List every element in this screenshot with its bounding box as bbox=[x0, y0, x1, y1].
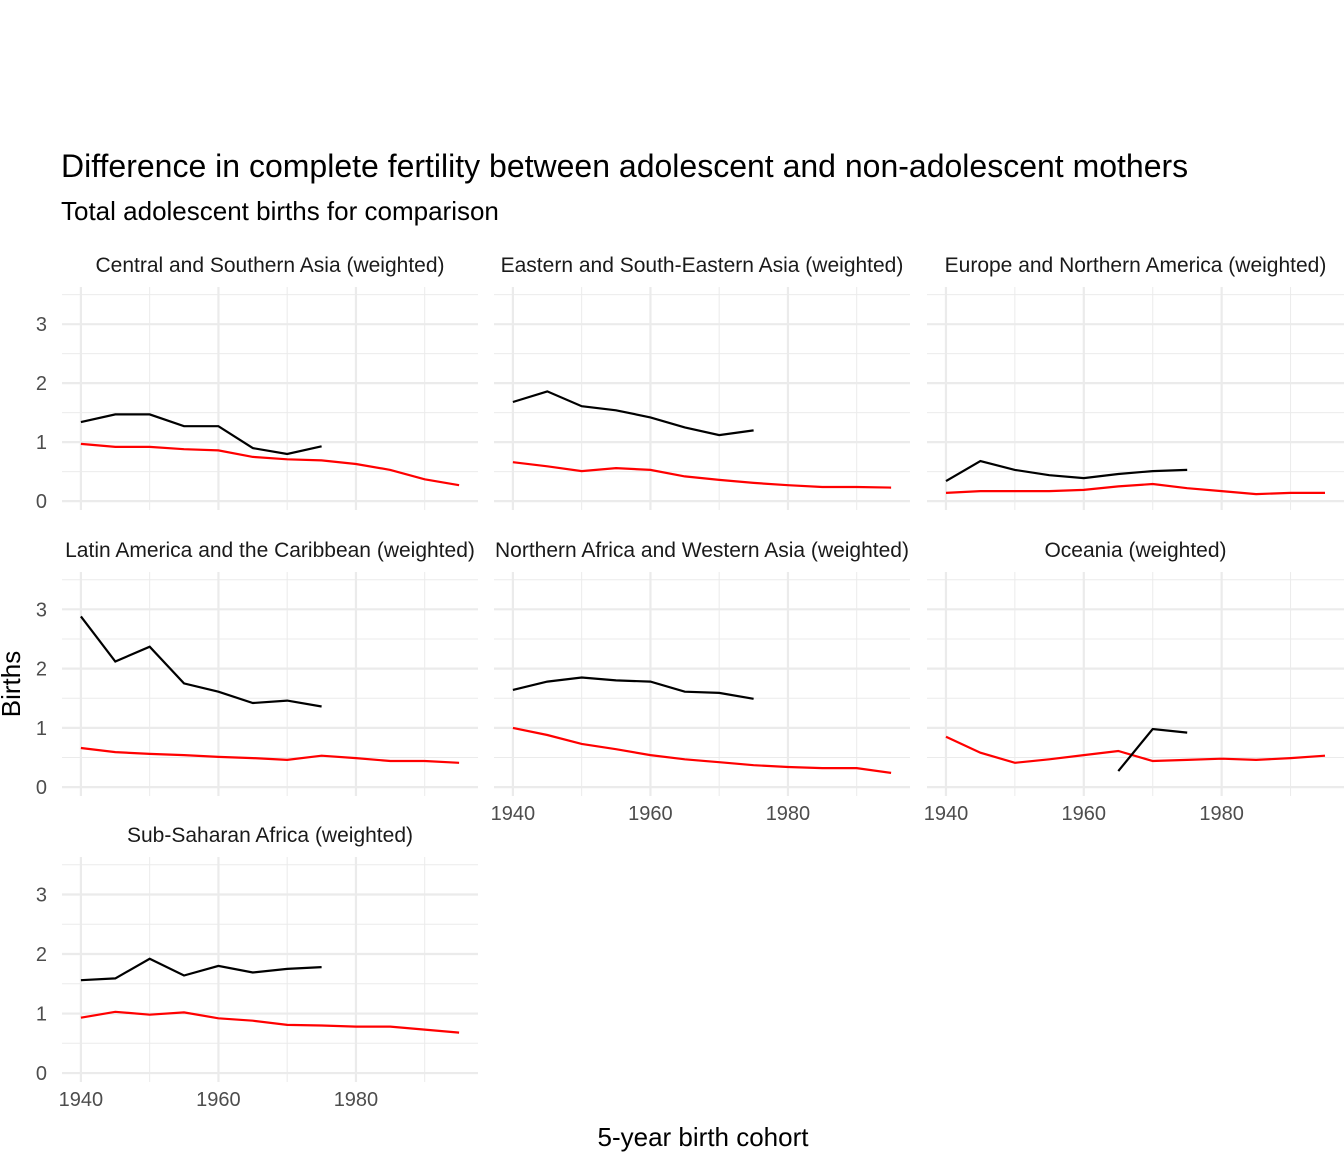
series-total-adolescent-line bbox=[945, 735, 1326, 764]
x-tick-label: 1940 bbox=[491, 803, 536, 825]
panel-2: Europe and Northern America (weighted) bbox=[927, 254, 1344, 510]
series-total-adolescent-line bbox=[512, 461, 892, 489]
chart-title: Difference in complete fertility between… bbox=[61, 148, 1188, 184]
y-tick-label: 0 bbox=[36, 777, 47, 799]
panel-title: Central and Southern Asia (weighted) bbox=[95, 254, 444, 277]
series-total-adolescent-line bbox=[80, 442, 460, 487]
panel-title: Northern Africa and Western Asia (weight… bbox=[495, 539, 909, 562]
series-difference-line bbox=[945, 459, 1188, 483]
y-tick-label: 0 bbox=[36, 491, 47, 513]
x-tick-label: 1960 bbox=[196, 1089, 241, 1111]
y-tick-label: 2 bbox=[36, 659, 47, 681]
x-tick-label: 1980 bbox=[1199, 803, 1244, 825]
panel-1: Eastern and South-Eastern Asia (weighted… bbox=[494, 254, 910, 510]
series-total-adolescent-line bbox=[80, 746, 460, 764]
y-tick-label: 2 bbox=[36, 373, 47, 395]
series-difference-line bbox=[512, 676, 754, 700]
y-tick-label: 1 bbox=[36, 432, 47, 454]
y-axis-label: Births bbox=[0, 651, 26, 717]
y-tick-label: 1 bbox=[36, 1004, 47, 1026]
series-difference-line bbox=[512, 390, 754, 437]
panel-5: Oceania (weighted) 1940 1960 1980 bbox=[924, 539, 1344, 825]
panel-title: Oceania (weighted) bbox=[1044, 539, 1226, 562]
series-difference-line bbox=[80, 957, 322, 982]
panel-title: Sub-Saharan Africa (weighted) bbox=[127, 824, 413, 847]
y-tick-label: 0 bbox=[36, 1063, 47, 1085]
x-tick-label: 1980 bbox=[334, 1089, 379, 1111]
x-tick-label: 1940 bbox=[924, 803, 969, 825]
series-difference-line bbox=[1117, 727, 1188, 772]
panel-title: Latin America and the Caribbean (weighte… bbox=[65, 539, 475, 562]
x-tick-label: 1960 bbox=[628, 803, 673, 825]
panel-title: Europe and Northern America (weighted) bbox=[945, 254, 1327, 277]
chart-subtitle: Total adolescent births for comparison bbox=[61, 196, 499, 226]
series-total-adolescent-line bbox=[80, 1010, 460, 1034]
panel-4: Northern Africa and Western Asia (weight… bbox=[491, 539, 910, 825]
y-tick-label: 3 bbox=[36, 885, 47, 907]
x-tick-label: 1940 bbox=[59, 1089, 104, 1111]
y-tick-label: 3 bbox=[36, 314, 47, 336]
panel-0: Central and Southern Asia (weighted) 0 1 2 3 bbox=[36, 254, 478, 513]
series-difference-line bbox=[80, 413, 322, 456]
y-tick-label: 3 bbox=[36, 599, 47, 621]
x-tick-label: 1980 bbox=[766, 803, 811, 825]
panel-3: Latin America and the Caribbean (weighte… bbox=[36, 539, 478, 799]
series-total-adolescent-line bbox=[512, 726, 892, 774]
series-difference-line bbox=[80, 615, 322, 708]
series-total-adolescent-line bbox=[945, 482, 1325, 496]
y-tick-label: 1 bbox=[36, 718, 47, 740]
panel-title: Eastern and South-Eastern Asia (weighted… bbox=[501, 254, 904, 277]
y-tick-label: 2 bbox=[36, 944, 47, 966]
panel-6: Sub-Saharan Africa (weighted) 0 1 2 3 1940 196… bbox=[36, 824, 478, 1111]
x-axis-label: 5-year birth cohort bbox=[598, 1122, 810, 1152]
x-tick-label: 1960 bbox=[1062, 803, 1107, 825]
